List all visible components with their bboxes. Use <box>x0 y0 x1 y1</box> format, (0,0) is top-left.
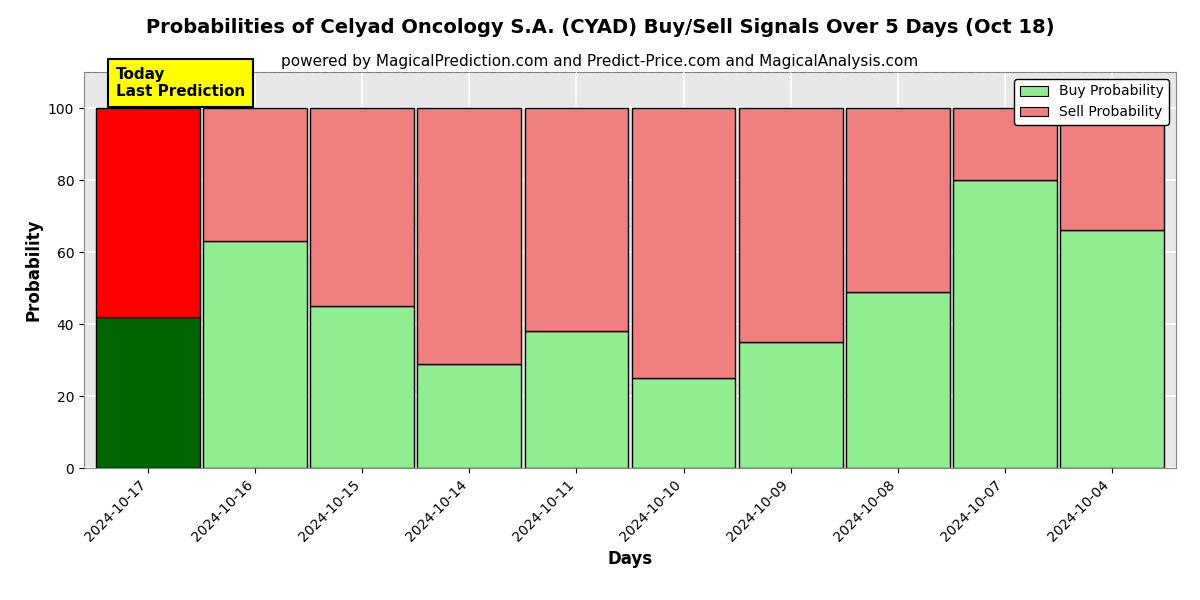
Text: Probabilities of Celyad Oncology S.A. (CYAD) Buy/Sell Signals Over 5 Days (Oct 1: Probabilities of Celyad Oncology S.A. (C… <box>145 18 1055 37</box>
Y-axis label: Probability: Probability <box>24 219 42 321</box>
Bar <box>953 180 1057 468</box>
Text: calAnalysis.com: calAnalysis.com <box>317 214 462 232</box>
Bar <box>311 108 414 306</box>
Bar <box>739 108 842 342</box>
Bar <box>846 292 949 468</box>
Bar <box>631 108 736 378</box>
Bar <box>953 108 1057 180</box>
Text: MagicalPrediction.com: MagicalPrediction.com <box>583 380 786 398</box>
Text: MagicalPrediction.com: MagicalPrediction.com <box>583 214 786 232</box>
Bar <box>96 108 200 317</box>
Bar <box>418 108 521 364</box>
Bar <box>1060 230 1164 468</box>
Bar <box>846 108 949 292</box>
Text: Today
Last Prediction: Today Last Prediction <box>116 67 245 99</box>
Bar <box>203 241 307 468</box>
Bar <box>524 108 629 331</box>
X-axis label: Days: Days <box>607 550 653 568</box>
Bar <box>739 342 842 468</box>
Bar <box>311 306 414 468</box>
Bar <box>203 108 307 241</box>
Bar <box>631 378 736 468</box>
Bar <box>1060 108 1164 230</box>
Bar <box>96 317 200 468</box>
Legend: Buy Probability, Sell Probability: Buy Probability, Sell Probability <box>1014 79 1169 125</box>
Bar <box>418 364 521 468</box>
Bar <box>524 331 629 468</box>
Text: calAnalysis.com: calAnalysis.com <box>317 380 462 398</box>
Text: powered by MagicalPrediction.com and Predict-Price.com and MagicalAnalysis.com: powered by MagicalPrediction.com and Pre… <box>281 54 919 69</box>
